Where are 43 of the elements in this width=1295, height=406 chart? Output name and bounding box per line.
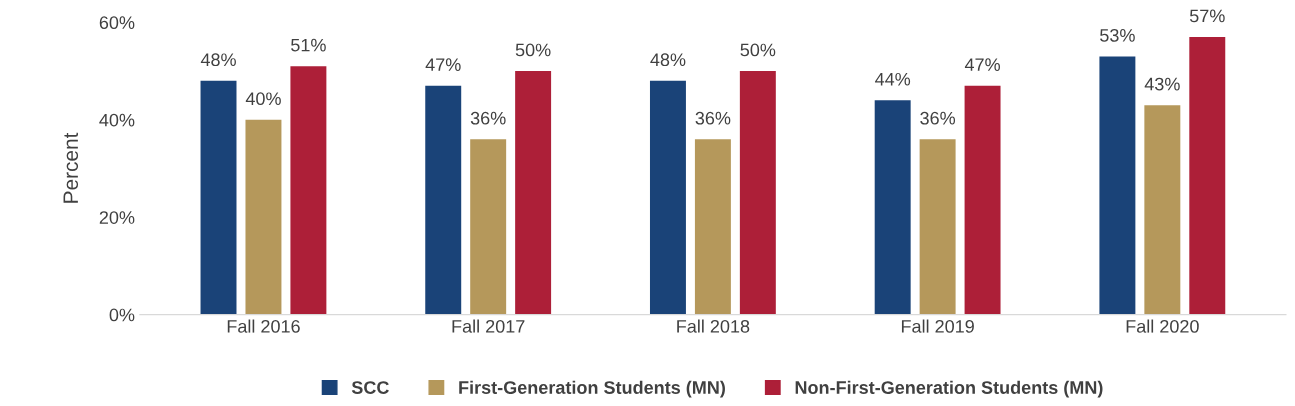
data-label: 36% (695, 111, 731, 125)
bar (919, 139, 956, 315)
bar (425, 85, 462, 315)
data-label: 53% (1100, 28, 1135, 42)
data-label: 57% (1189, 9, 1225, 23)
bar (470, 139, 507, 315)
data-label: 40% (245, 92, 281, 106)
data-label: 48% (200, 53, 236, 67)
x-tick-label: Fall 2018 (677, 319, 750, 333)
y-tick-label: 0% (109, 308, 135, 322)
legend-label: SCC (351, 381, 389, 394)
data-label: 51% (291, 38, 326, 52)
x-tick-label: Fall 2019 (901, 319, 974, 333)
data-label: 44% (875, 72, 911, 86)
bar (739, 71, 776, 315)
data-label: 50% (740, 43, 776, 57)
y-tick-label: 40% (99, 113, 135, 127)
x-tick-label: Fall 2016 (227, 319, 300, 333)
y-tick-label: 60% (99, 16, 135, 30)
legend-label: First-Generation Students (MN) (459, 380, 725, 398)
x-tick-label: Fall 2020 (1126, 319, 1199, 333)
bar (1144, 105, 1181, 315)
bar (874, 100, 911, 315)
y-tick-label: 20% (99, 211, 135, 224)
bar (245, 119, 282, 315)
data-label: 47% (425, 58, 461, 71)
data-label: 36% (920, 111, 956, 125)
bar (290, 66, 327, 315)
data-label: 50% (515, 43, 551, 57)
data-label: 47% (964, 58, 1000, 71)
data-label: 48% (650, 53, 686, 67)
bar (200, 80, 237, 315)
bar (649, 80, 686, 315)
bar (1189, 36, 1226, 315)
y-axis-title: Percent (63, 132, 79, 203)
data-label: 43% (1144, 77, 1180, 91)
legend-label: Non-First-Generation Students (MN) (795, 380, 1103, 398)
bar (515, 71, 552, 315)
bar (964, 85, 1001, 315)
bar (1099, 56, 1136, 315)
bar (694, 139, 731, 315)
data-label: 36% (470, 111, 506, 125)
x-tick-label: Fall 2017 (452, 319, 525, 333)
